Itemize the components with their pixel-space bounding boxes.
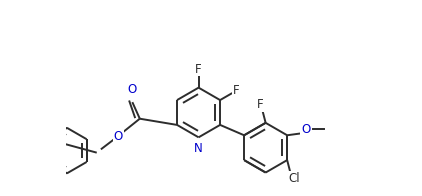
Text: O: O (301, 122, 311, 136)
Text: N: N (194, 142, 203, 155)
Text: O: O (114, 130, 123, 143)
Text: F: F (233, 84, 240, 97)
Text: O: O (128, 83, 137, 96)
Text: Cl: Cl (289, 172, 300, 185)
Text: F: F (257, 98, 264, 111)
Text: F: F (195, 63, 202, 75)
